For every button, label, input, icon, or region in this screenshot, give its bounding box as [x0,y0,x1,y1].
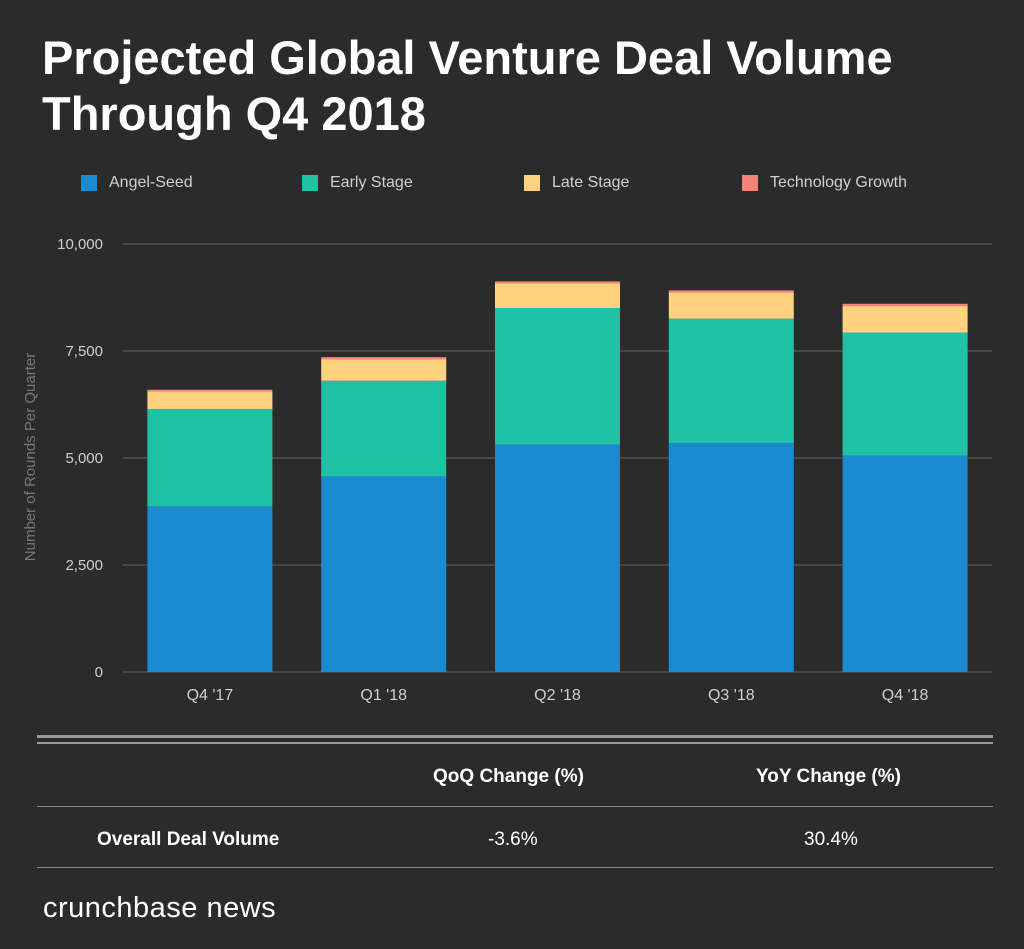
bar-angel-seed [495,444,620,672]
legend-item-angel-seed: Angel-Seed [81,174,193,192]
legend-swatch [302,175,318,191]
double-divider-top [37,735,993,738]
bar-angel-seed [668,443,794,672]
x-tick-label: Q4 '17 [187,687,234,704]
stacked-bar-chart: 0 2,500 5,000 7,500 10,000 Number of Rounds P… [22,236,992,704]
bar-technology-growth [147,389,273,392]
y-tick-label: 10,000 [57,236,103,253]
legend-label: Late Stage [552,174,630,191]
bar-angel-seed [321,476,447,672]
bar-angel-seed [147,506,273,672]
x-tick-label: Q2 '18 [534,687,581,704]
legend-item-early-stage: Early Stage [302,174,413,192]
table-divider [37,867,993,868]
bar-late-stage [495,283,620,308]
bar-early-stage [668,318,794,444]
legend-item-late-stage: Late Stage [524,174,629,192]
bar-early-stage [147,408,273,507]
bar-late-stage [668,292,794,319]
legend: Angel-Seed Early Stage Late Stage Techno… [0,174,1024,194]
y-tick-label: 2,500 [65,557,103,574]
legend-swatch [742,175,758,191]
yoy-value: 30.4% [804,829,858,850]
bar-late-stage [321,359,447,381]
qoq-value: -3.6% [488,829,538,850]
y-axis-label: Number of Rounds Per Quarter [22,353,39,561]
table-divider [37,806,993,807]
bar-technology-growth [842,303,968,307]
header-yoy: YoY Change (%) [756,766,901,787]
x-tick-label: Q1 '18 [360,687,407,704]
chart-title: Projected Global Venture Deal Volume Thr… [42,30,893,142]
double-divider-bottom [37,742,993,744]
header-qoq: QoQ Change (%) [433,766,584,787]
legend-swatch [81,175,97,191]
bar-early-stage [842,332,968,456]
title-line-2: Through Q4 2018 [42,87,426,140]
x-tick-label: Q3 '18 [708,687,755,704]
legend-label: Angel-Seed [109,174,193,191]
row-label: Overall Deal Volume [97,829,280,850]
bar-technology-growth [668,290,794,293]
y-tick-label: 5,000 [65,450,103,467]
legend-label: Technology Growth [770,174,907,191]
y-tick-label: 7,500 [65,343,103,360]
y-tick-label: 0 [95,664,103,681]
legend-item-technology-growth: Technology Growth [742,174,907,192]
bar-late-stage [842,306,968,333]
bar-early-stage [321,380,447,477]
bar-technology-growth [321,357,447,360]
legend-swatch [524,175,540,191]
bar-technology-growth [495,281,620,284]
title-line-1: Projected Global Venture Deal Volume [42,31,893,84]
bar-late-stage [147,391,273,409]
bar-early-stage [495,307,620,445]
x-tick-label: Q4 '18 [882,687,929,704]
bar-angel-seed [842,455,968,672]
legend-label: Early Stage [330,174,413,191]
crunchbase-news-logo: crunchbase news [43,892,277,924]
